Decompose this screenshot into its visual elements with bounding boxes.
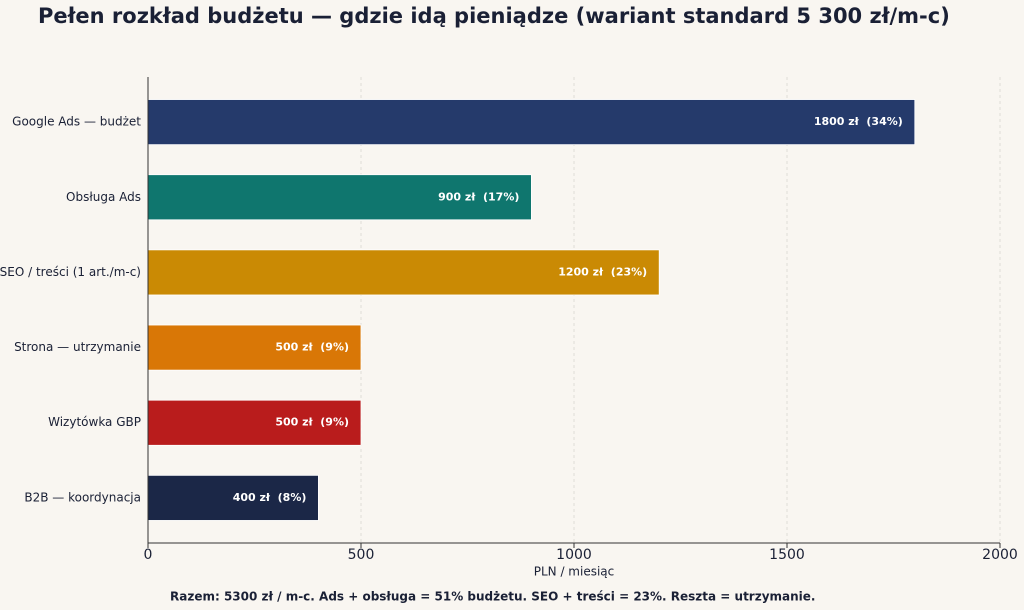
value-label: 400 zł (8%) — [233, 491, 307, 504]
x-tick-label: 2000 — [982, 547, 1018, 563]
x-tick-label: 0 — [144, 547, 153, 563]
y-tick-label: Google Ads — budżet — [12, 115, 141, 129]
x-tick-label: 1000 — [556, 547, 592, 563]
bar — [147, 99, 916, 146]
value-label: 1200 zł (23%) — [558, 265, 647, 278]
bar — [147, 399, 362, 446]
y-tick-label: SEO / treści (1 art./m-c) — [0, 265, 141, 279]
x-tick-label: 1500 — [769, 547, 805, 563]
bar — [147, 324, 362, 371]
y-tick-label: Obsługa Ads — [66, 190, 141, 204]
bar — [147, 249, 660, 296]
y-tick-label: Strona — utrzymanie — [14, 340, 141, 354]
chart-title: Pełen rozkład budżetu — gdzie idą pienią… — [38, 4, 950, 28]
y-tick-label: Wizytówka GBP — [48, 415, 141, 429]
x-axis-label: PLN / miesiąc — [534, 565, 615, 579]
value-label: 900 zł (17%) — [438, 190, 519, 203]
bar — [147, 474, 319, 521]
value-label: 1800 zł (34%) — [814, 115, 903, 128]
x-tick-label: 500 — [348, 547, 375, 563]
footnote: Razem: 5300 zł / m-c. Ads + obsługa = 51… — [170, 590, 815, 604]
y-tick-label: B2B — koordynacja — [24, 490, 141, 504]
value-label: 500 zł (9%) — [275, 341, 349, 354]
value-label: 500 zł (9%) — [275, 416, 349, 429]
